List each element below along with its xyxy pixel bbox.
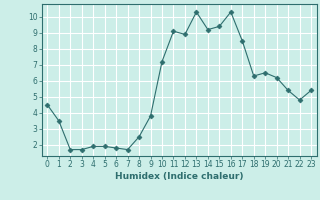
X-axis label: Humidex (Indice chaleur): Humidex (Indice chaleur): [115, 172, 244, 181]
